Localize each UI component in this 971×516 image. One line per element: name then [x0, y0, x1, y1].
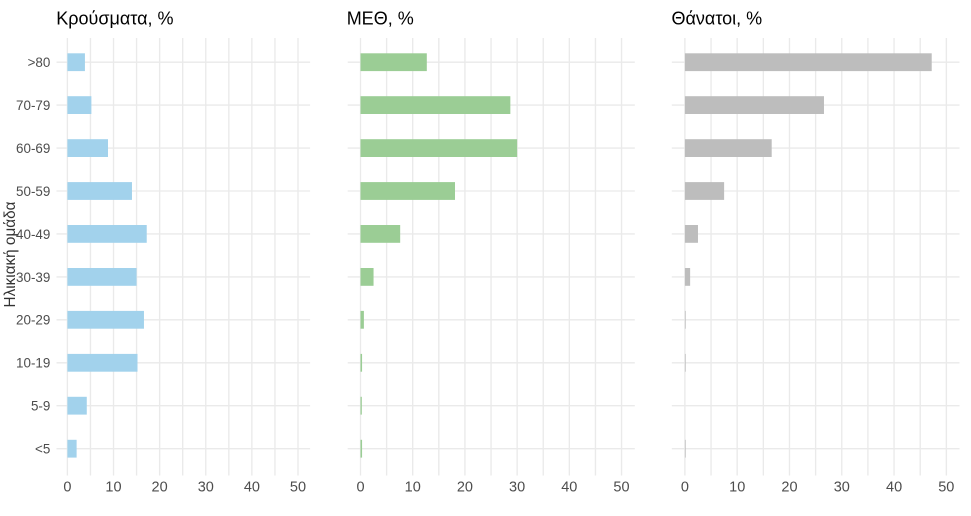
- svg-text:Θάνατοι, %: Θάνατοι, %: [672, 9, 763, 29]
- svg-text:40-49: 40-49: [16, 227, 50, 242]
- svg-text:40: 40: [561, 480, 577, 496]
- svg-text:30: 30: [834, 480, 850, 496]
- svg-text:10: 10: [405, 480, 421, 496]
- svg-text:0: 0: [63, 480, 71, 496]
- svg-text:5-9: 5-9: [31, 399, 50, 414]
- svg-text:20: 20: [152, 480, 168, 496]
- svg-text:<5: <5: [35, 442, 50, 457]
- svg-text:Κρούσματα, %: Κρούσματα, %: [56, 9, 173, 29]
- svg-text:10-19: 10-19: [16, 356, 50, 371]
- svg-text:ΜΕΘ, %: ΜΕΘ, %: [347, 9, 414, 29]
- svg-text:30-39: 30-39: [16, 270, 50, 285]
- svg-text:20: 20: [781, 480, 797, 496]
- svg-text:30: 30: [198, 480, 214, 496]
- svg-text:40: 40: [244, 480, 260, 496]
- svg-text:50-59: 50-59: [16, 184, 50, 199]
- svg-text:10: 10: [729, 480, 745, 496]
- svg-text:40: 40: [886, 480, 902, 496]
- svg-text:20-29: 20-29: [16, 313, 50, 328]
- svg-text:30: 30: [509, 480, 525, 496]
- svg-text:Ηλικιακή ομάδα: Ηλικιακή ομάδα: [2, 201, 19, 307]
- svg-text:70-79: 70-79: [16, 98, 50, 113]
- svg-text:10: 10: [105, 480, 121, 496]
- svg-text:60-69: 60-69: [16, 141, 50, 156]
- svg-text:20: 20: [457, 480, 473, 496]
- svg-text:50: 50: [613, 480, 629, 496]
- svg-text:>80: >80: [28, 55, 51, 70]
- svg-text:0: 0: [356, 480, 364, 496]
- svg-text:0: 0: [681, 480, 689, 496]
- svg-text:50: 50: [938, 480, 954, 496]
- svg-text:50: 50: [290, 480, 306, 496]
